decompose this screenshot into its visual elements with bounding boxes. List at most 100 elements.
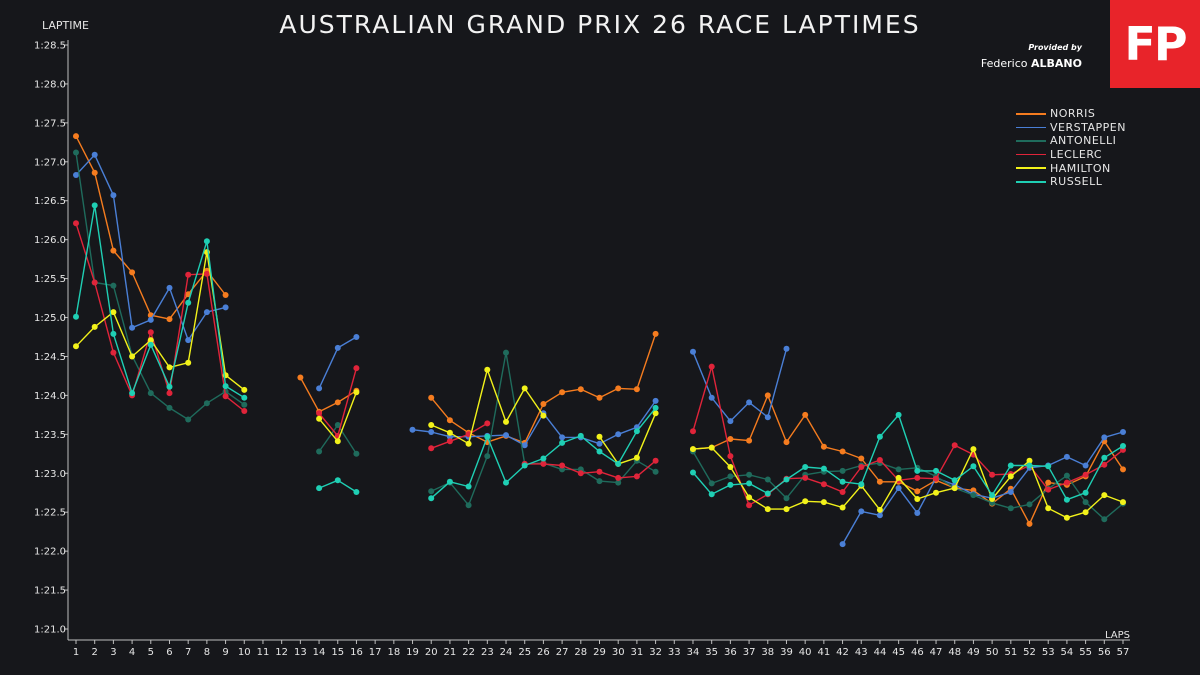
x-tick-label: 17 <box>369 647 382 658</box>
data-point <box>839 489 846 495</box>
x-tick-label: 50 <box>986 647 999 658</box>
data-point <box>316 485 323 492</box>
data-point <box>1063 453 1070 460</box>
legend-label: ANTONELLI <box>1050 134 1117 148</box>
data-point <box>73 133 79 140</box>
data-point <box>147 341 154 348</box>
x-tick-label: 52 <box>1023 647 1036 658</box>
data-point <box>727 481 734 488</box>
data-point <box>241 386 248 393</box>
data-point <box>839 541 846 548</box>
x-tick-label: 7 <box>185 647 191 658</box>
series-norris <box>73 133 1126 527</box>
data-point <box>764 414 771 421</box>
data-point <box>1026 457 1033 464</box>
data-point <box>746 502 753 509</box>
data-point <box>1007 473 1014 480</box>
data-point <box>446 417 453 424</box>
data-point <box>316 385 323 392</box>
data-point <box>1101 461 1108 468</box>
data-point <box>503 418 509 425</box>
data-point <box>521 442 528 449</box>
legend-label: RUSSELL <box>1050 175 1103 189</box>
data-point <box>222 292 229 298</box>
data-point <box>839 448 846 455</box>
data-point <box>316 415 323 422</box>
data-point <box>559 389 566 396</box>
data-point <box>914 488 921 495</box>
x-axis-label: LAPS <box>1105 630 1130 641</box>
data-point <box>1063 496 1070 503</box>
data-point <box>91 202 98 209</box>
legend-swatch <box>1016 181 1046 183</box>
credit-block: Provided by Federico ALBANO <box>981 43 1082 71</box>
data-point <box>802 498 809 505</box>
data-point <box>970 492 977 499</box>
data-point <box>73 172 79 178</box>
data-point <box>727 464 734 470</box>
data-point <box>652 330 659 337</box>
x-tick-label: 56 <box>1098 647 1111 658</box>
legend-swatch <box>1016 167 1046 169</box>
data-point <box>876 457 883 463</box>
data-point <box>746 494 753 501</box>
data-point <box>1026 501 1033 508</box>
data-point <box>353 365 360 372</box>
data-point <box>353 389 360 396</box>
data-point <box>73 220 79 227</box>
provided-by-label: Provided by <box>1028 43 1082 52</box>
data-point <box>596 448 603 455</box>
data-point <box>951 442 958 449</box>
data-point <box>914 474 921 481</box>
x-tick-label: 43 <box>855 647 868 658</box>
x-tick-label: 54 <box>1061 647 1074 658</box>
data-point <box>1101 492 1108 499</box>
y-tick-label: 1:22.0 <box>34 547 66 558</box>
data-point <box>1082 499 1089 506</box>
y-tick-label: 1:26.0 <box>34 235 66 246</box>
y-tick-label: 1:21.5 <box>34 586 66 597</box>
y-tick-label: 1:25.0 <box>34 313 66 324</box>
data-point <box>185 299 192 306</box>
data-point <box>895 474 902 481</box>
data-point <box>409 426 416 433</box>
data-point <box>914 467 921 474</box>
data-point <box>690 348 696 355</box>
data-point <box>1082 489 1089 496</box>
data-point <box>652 397 659 404</box>
data-point <box>895 411 902 418</box>
x-tick-label: 49 <box>967 647 980 658</box>
data-point <box>73 343 79 350</box>
data-point <box>1045 479 1052 486</box>
data-point <box>540 412 547 419</box>
data-point <box>615 479 622 486</box>
data-point <box>1101 454 1108 461</box>
data-point <box>783 345 790 352</box>
data-point <box>1082 462 1089 469</box>
y-tick-label: 1:22.5 <box>34 508 66 519</box>
x-tick-label: 31 <box>631 647 644 658</box>
y-tick-label: 1:26.5 <box>34 196 66 207</box>
legend-swatch <box>1016 113 1046 115</box>
data-point <box>1063 472 1070 479</box>
x-tick-label: 5 <box>148 647 154 658</box>
data-point <box>633 454 640 461</box>
data-point <box>690 428 696 435</box>
legend-label: VERSTAPPEN <box>1050 120 1126 134</box>
x-tick-label: 24 <box>500 647 513 658</box>
data-point <box>503 432 509 439</box>
data-point <box>446 429 453 436</box>
data-point <box>820 481 827 488</box>
data-point <box>933 467 939 474</box>
x-tick-label: 27 <box>556 647 569 658</box>
data-point <box>484 420 491 427</box>
data-point <box>876 433 883 440</box>
data-point <box>652 410 659 417</box>
data-point <box>727 418 734 425</box>
data-point <box>334 344 341 351</box>
data-point <box>1026 520 1033 527</box>
data-point <box>110 349 117 356</box>
x-tick-label: 25 <box>518 647 531 658</box>
data-point <box>577 432 584 439</box>
x-tick-label: 35 <box>705 647 718 658</box>
